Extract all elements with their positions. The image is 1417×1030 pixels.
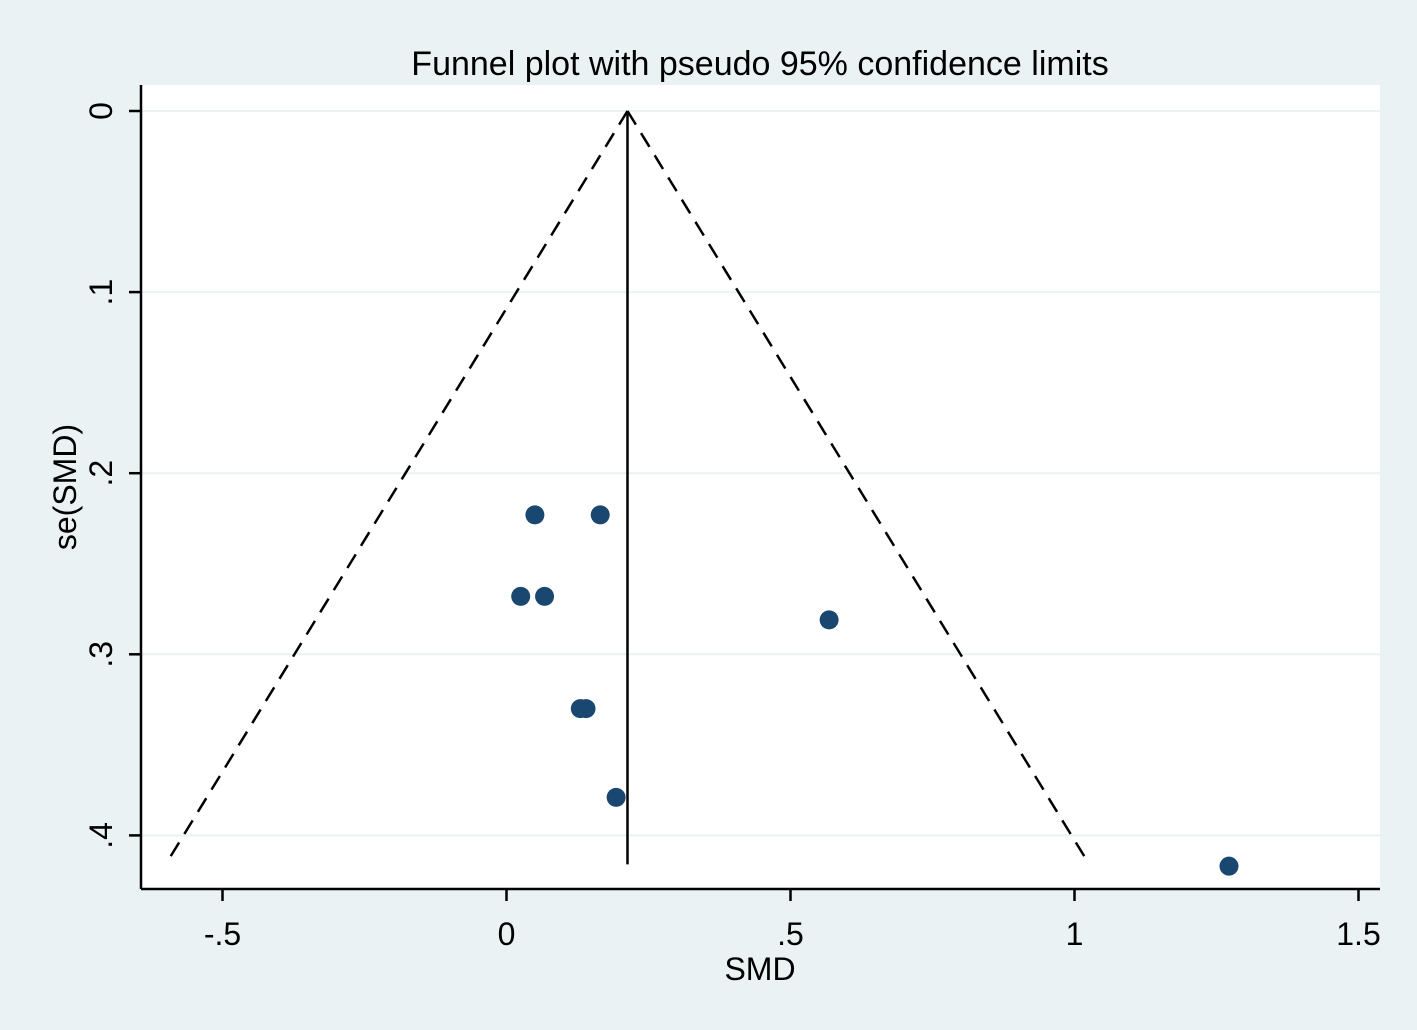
study-point-0	[525, 505, 545, 525]
plot-area	[141, 85, 1380, 889]
study-point-3	[535, 586, 555, 606]
x-tick-label-4: 1.5	[1336, 916, 1380, 952]
study-point-6	[576, 699, 596, 719]
study-point-8	[1219, 856, 1239, 876]
study-point-1	[590, 505, 610, 525]
y-axis-title: se(SMD)	[47, 424, 83, 550]
y-tick-label-1: .1	[83, 279, 119, 306]
chart-title: Funnel plot with pseudo 95% confidence l…	[411, 45, 1108, 83]
study-point-7	[606, 787, 626, 807]
x-tick-label-3: 1	[1066, 916, 1084, 952]
y-tick-label-2: .2	[83, 460, 119, 487]
x-tick-label-1: 0	[498, 916, 516, 952]
x-tick-label-0: -.5	[204, 916, 241, 952]
lower-confidence-limit-line	[164, 110, 629, 866]
study-point-2	[511, 586, 531, 606]
y-tick-label-3: .3	[83, 641, 119, 668]
upper-confidence-limit-line	[626, 110, 1091, 866]
x-axis-title: SMD	[724, 951, 795, 987]
y-tick-label-4: .4	[83, 822, 119, 849]
confidence-limits	[164, 110, 1091, 866]
x-tick-label-2: .5	[777, 916, 804, 952]
axes: -.5 0 .5 1 1.5 0 .1 .2 .3 .4	[83, 85, 1381, 952]
study-points	[511, 505, 1239, 876]
y-tick-label-0: 0	[83, 102, 119, 120]
study-point-4	[819, 610, 839, 630]
grid-lines	[141, 110, 1380, 837]
